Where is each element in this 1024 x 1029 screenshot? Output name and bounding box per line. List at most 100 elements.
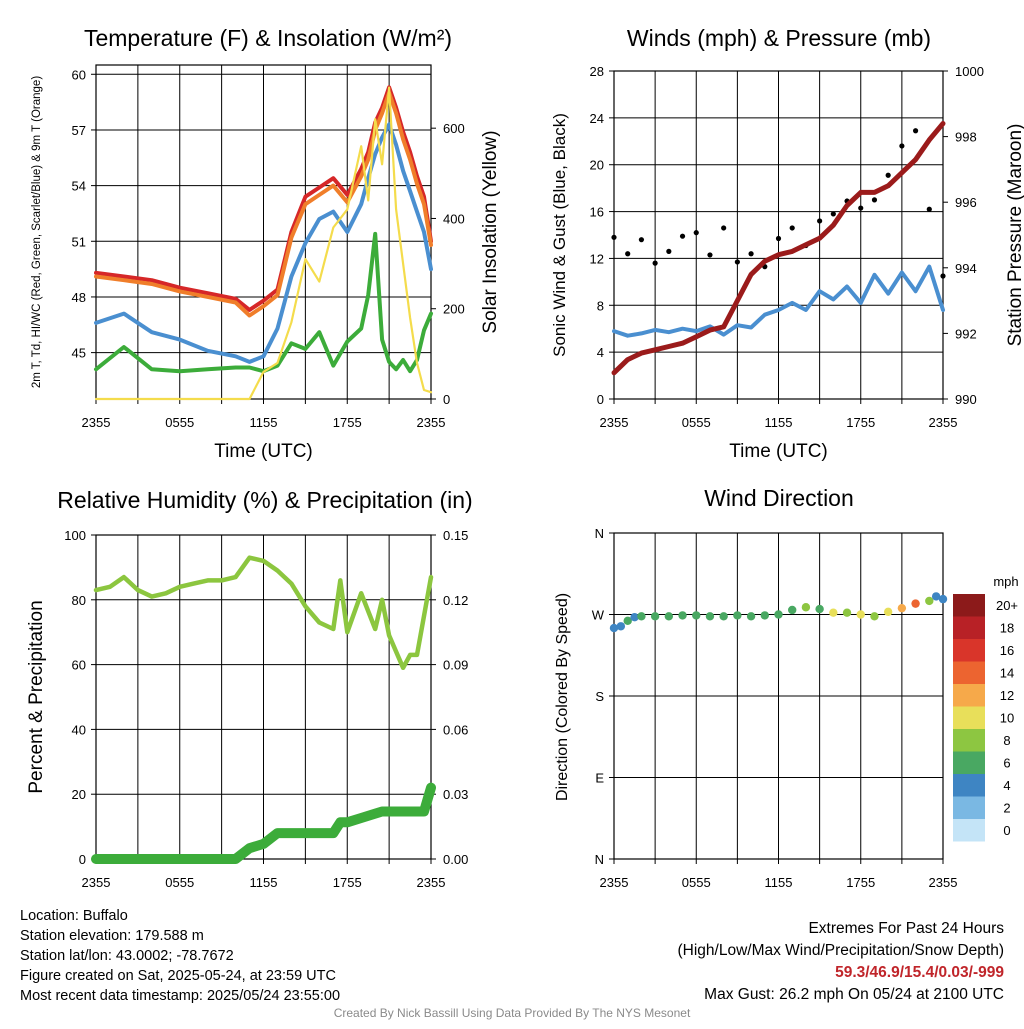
- gust-point: [638, 237, 645, 243]
- series-line-2: [94, 90, 433, 318]
- direction-point: [911, 599, 920, 608]
- x-axis-label: Time (UTC): [214, 441, 313, 462]
- y-tick-label: E: [595, 771, 604, 786]
- direction-point: [678, 611, 687, 620]
- direction-point: [801, 603, 811, 612]
- series-line-4: [94, 231, 433, 374]
- legend-swatch: [953, 616, 985, 639]
- direction-point: [788, 605, 797, 615]
- gust-point: [666, 248, 672, 254]
- legend-swatch: [953, 774, 985, 797]
- y-tick-label: W: [592, 608, 605, 623]
- legend-swatch: [953, 706, 985, 729]
- x-tick-label: 2355: [82, 415, 111, 430]
- gust-point: [693, 230, 699, 236]
- gust-point: [679, 233, 686, 239]
- legend-label: 8: [1003, 733, 1010, 748]
- gust-point: [858, 205, 864, 211]
- y2-tick-label: 992: [955, 326, 977, 341]
- gust-point: [611, 234, 617, 240]
- direction-point: [705, 612, 715, 621]
- x-tick-label: 2355: [929, 875, 958, 890]
- y-tick-label: 40: [72, 722, 86, 737]
- y-tick-label: 20: [72, 787, 86, 802]
- x-tick-label: 0555: [682, 875, 711, 890]
- y-tick-label: 54: [72, 179, 86, 194]
- direction-point: [719, 612, 728, 621]
- legend-label: 12: [1000, 688, 1014, 703]
- direction-point: [692, 611, 701, 620]
- y-tick-label: 0: [597, 392, 604, 407]
- series-line-2: [91, 782, 436, 864]
- x-tick-label: 1155: [250, 415, 278, 430]
- gust-point: [912, 128, 919, 134]
- gust-point: [817, 218, 823, 224]
- x-axis-label: Time (UTC): [729, 441, 828, 462]
- y-tick-label: 48: [72, 290, 86, 305]
- x-tick-label: 2355: [82, 875, 111, 890]
- y-tick-label: 100: [64, 528, 86, 543]
- legend-swatch: [953, 661, 985, 684]
- legend-label: 14: [1000, 666, 1014, 681]
- direction-point: [746, 612, 756, 621]
- legend-swatch: [953, 796, 985, 819]
- direction-point: [897, 603, 907, 613]
- credit-line: Created By Nick Bassill Using Data Provi…: [333, 1006, 691, 1020]
- y-tick-label: 57: [72, 123, 86, 138]
- y-tick-label: 28: [590, 64, 604, 79]
- gust-point: [748, 251, 754, 257]
- y-axis-label: 2m T, Td, HI/WC (Red, Green, Scarlet/Blu…: [31, 76, 43, 388]
- gust-point: [775, 235, 782, 242]
- legend-label: 4: [1003, 778, 1010, 793]
- direction-point: [774, 610, 783, 619]
- gust-point: [885, 172, 891, 178]
- y2-tick-label: 996: [955, 195, 977, 210]
- legend-swatch: [953, 684, 985, 707]
- direction-point: [760, 611, 769, 620]
- y-tick-label: 16: [590, 205, 604, 220]
- legend-label: 16: [1000, 643, 1014, 658]
- y-tick-label: N: [595, 526, 604, 541]
- legend-label: 20+: [996, 598, 1018, 613]
- y-tick-label: 60: [72, 67, 86, 82]
- direction-point: [637, 612, 646, 621]
- y2-tick-label: 200: [443, 302, 465, 317]
- plot-frame: [95, 534, 432, 860]
- gust-point: [926, 206, 932, 212]
- series-line-3: [94, 122, 433, 364]
- direction-point: [925, 596, 934, 606]
- x-tick-label: 1755: [333, 415, 362, 430]
- gust-point: [830, 211, 836, 217]
- y-tick-label: 51: [72, 234, 86, 249]
- y2-tick-label: 400: [443, 211, 465, 226]
- station-info: Location: Buffalo Station elevation: 179…: [20, 906, 340, 1006]
- gust-point: [734, 259, 740, 265]
- x-tick-label: 2355: [417, 415, 446, 430]
- legend-swatch: [953, 751, 985, 774]
- recent-timestamp: Most recent data timestamp: 2025/05/24 2…: [20, 988, 341, 1004]
- legend-label: 0: [1003, 823, 1010, 838]
- y2-tick-label: 0.06: [443, 722, 468, 737]
- extremes-description: (High/Low/Max Wind/Precipitation/Snow De…: [677, 942, 1005, 959]
- y-tick-label: 0: [79, 852, 86, 867]
- y2-tick-label: 0.15: [443, 528, 468, 543]
- x-tick-label: 2355: [929, 415, 958, 430]
- series-line-1: [612, 264, 945, 338]
- series-line-3: [611, 121, 946, 376]
- chart-title: Winds (mph) & Pressure (mb): [627, 25, 931, 51]
- y-tick-label: 24: [590, 111, 604, 126]
- x-tick-label: 0555: [165, 875, 194, 890]
- y2-tick-label: 990: [955, 392, 977, 407]
- x-tick-label: 0555: [165, 415, 194, 430]
- y2-tick-label: 0: [443, 392, 450, 407]
- station-elevation: Station elevation: 179.588 m: [20, 928, 204, 944]
- x-tick-label: 1755: [333, 875, 362, 890]
- y2-tick-label: 0.09: [443, 658, 468, 673]
- direction-point: [815, 604, 824, 614]
- legend-label: 18: [1000, 621, 1014, 636]
- x-tick-label: 1155: [250, 875, 278, 890]
- legend-label: 6: [1003, 756, 1010, 771]
- x-tick-label: 2355: [600, 875, 629, 890]
- y2-tick-label: 0.12: [443, 593, 468, 608]
- direction-point: [664, 612, 674, 621]
